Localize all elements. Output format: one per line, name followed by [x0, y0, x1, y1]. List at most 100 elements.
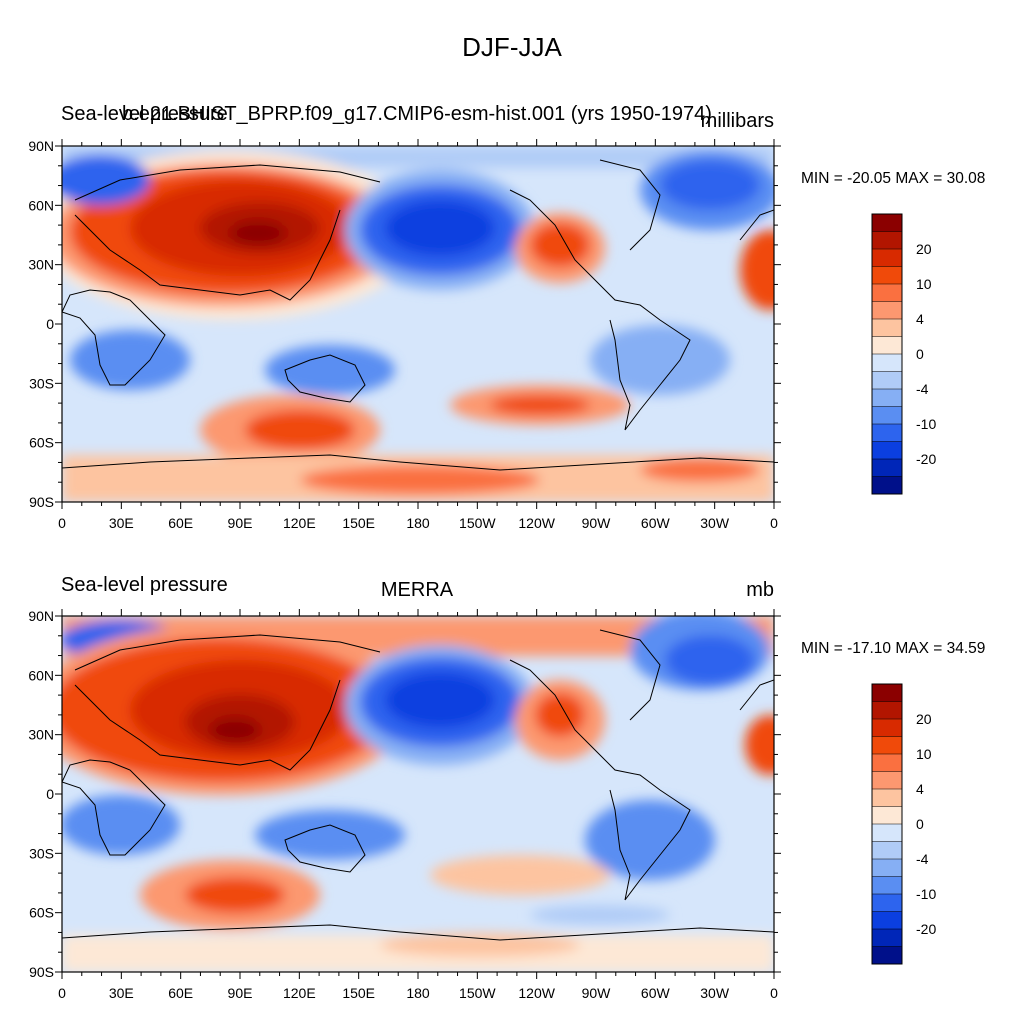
lon-tick-label-p1: 0: [770, 515, 778, 531]
lon-tick-label-p1: 150W: [459, 515, 496, 531]
panel1-tick-marks: 0 30E 60E 90E 120E 150E 180 150W 120W 90W 60W 30W 09…: [28, 138, 781, 531]
lat-tick-label-p2: 60N: [28, 667, 54, 683]
lon-tick-label-p2: 0: [58, 985, 66, 1001]
lat-tick-label-p1: 0: [46, 316, 54, 332]
lon-tick-label-p2: 90E: [228, 985, 253, 1001]
colorbar-label-p2: 4: [916, 781, 924, 797]
colorbar-swatch-p1: [872, 284, 902, 302]
colorbar-swatch-p1: [872, 371, 902, 390]
colorbar-swatch-p1: [872, 336, 902, 355]
colorbar-swatch-p1: [872, 214, 902, 232]
colorbar-swatch-p2: [872, 684, 902, 702]
colorbar-label-p2: 0: [916, 816, 924, 832]
colorbar-swatch-p2: [872, 806, 902, 825]
colorbar-label-p1: 4: [916, 311, 924, 327]
colorbar-label-p2: -4: [916, 851, 929, 867]
colorbar-label-p1: -20: [916, 451, 936, 467]
lat-tick-label-p1: 60S: [29, 435, 54, 451]
colorbar-label-p2: -20: [916, 921, 936, 937]
lon-tick-label-p1: 30W: [700, 515, 730, 531]
lon-tick-label-p2: 30E: [109, 985, 134, 1001]
panel1-units: millibars: [700, 110, 774, 132]
lon-tick-label-p1: 60W: [641, 515, 671, 531]
panel2-center-title: MERRA: [380, 579, 454, 601]
lon-tick-label-p1: 30E: [109, 515, 134, 531]
lon-tick-label-p2: 60W: [641, 985, 671, 1001]
panel2-tick-marks: 0 30E 60E 90E 120E 150E 180 150W 120W 90W 60W 30W 0 9…: [28, 608, 781, 1001]
lon-tick-label-p2: 180: [406, 985, 430, 1001]
lon-tick-label-p1: 90W: [582, 515, 612, 531]
colorbar-swatch-p1: [872, 231, 902, 250]
lat-tick-label-p2: 0: [46, 786, 54, 802]
panel1-contour-field: [62, 146, 774, 502]
colorbar-swatch-p2: [872, 771, 902, 790]
colorbar-swatch-p1: [872, 301, 902, 320]
figure-title: DJF-JJA: [462, 32, 562, 62]
panel1-left-title: Sea-level pressure: [61, 103, 228, 125]
colorbar-label-p1: -10: [916, 416, 936, 432]
lat-tick-label-p1: 60N: [28, 197, 54, 213]
colorbar-swatch-p2: [872, 894, 902, 912]
colorbar-swatch-p1: [872, 266, 902, 285]
colorbar-swatch-p2: [872, 824, 902, 842]
lon-tick-label-p2: 150W: [459, 985, 496, 1001]
panel2-colorbar: 20 10 4 0 -4 -10 -20: [871, 683, 936, 965]
colorbar-swatch-p2: [872, 929, 902, 947]
colorbar-swatch-p2: [872, 701, 902, 720]
lon-tick-label-p2: 60E: [168, 985, 193, 1001]
colorbar-swatch-p1: [872, 249, 902, 267]
panel2-units: mb: [746, 579, 774, 601]
colorbar-label-p1: 20: [916, 241, 932, 257]
lon-tick-label-p1: 150E: [342, 515, 375, 531]
colorbar-swatch-p1: [872, 476, 902, 495]
panel2-left-title: Sea-level pressure: [61, 574, 228, 596]
colorbar-swatch-p2: [872, 719, 902, 737]
colorbar-label-p2: 20: [916, 711, 932, 727]
panel1-min-max: MIN = -20.05 MAX = 30.08: [801, 170, 986, 187]
colorbar-swatch-p1: [872, 459, 902, 477]
lat-tick-label-p1: 90S: [29, 494, 54, 510]
colorbar-swatch-p2: [872, 911, 902, 930]
colorbar-label-p1: -4: [916, 381, 929, 397]
panel1-colorbar: 20 10 4 0 -4 -10 -20: [871, 213, 936, 495]
lat-tick-label-p2: 90N: [28, 608, 54, 624]
colorbar-swatch-p2: [872, 789, 902, 807]
lon-tick-label-p1: 90E: [228, 515, 253, 531]
colorbar-swatch-p2: [872, 754, 902, 772]
colorbar-swatch-p1: [872, 406, 902, 425]
colorbar-label-p2: 10: [916, 746, 932, 762]
colorbar-swatch-p2: [872, 946, 902, 965]
panel1-map: 0 30E 60E 90E 120E 150E 180 150W 120W 90W 60W 30W 09…: [28, 138, 781, 531]
lon-tick-label-p2: 90W: [582, 985, 612, 1001]
colorbar-swatch-p2: [872, 876, 902, 895]
panel2-contour-field: [62, 616, 774, 972]
lon-tick-label-p1: 60E: [168, 515, 193, 531]
colorbar-swatch-p1: [872, 424, 902, 442]
lon-tick-label-p2: 0: [770, 985, 778, 1001]
lon-tick-label-p2: 120W: [518, 985, 555, 1001]
lat-tick-label-p1: 30S: [29, 375, 54, 391]
colorbar-label-p1: 10: [916, 276, 932, 292]
panel1-coastlines: [62, 159, 774, 471]
lat-tick-label-p1: 30N: [28, 257, 54, 273]
lat-tick-label-p2: 60S: [29, 905, 54, 921]
lat-tick-label-p2: 30N: [28, 727, 54, 743]
colorbar-swatch-p1: [872, 319, 902, 337]
panel1-center-title: b.e21.BHIST_BPRP.f09_g17.CMIP6-esm-hist.…: [122, 103, 712, 125]
colorbar-swatch-p1: [872, 389, 902, 407]
lon-tick-label-p2: 30W: [700, 985, 730, 1001]
lat-tick-label-p1: 90N: [28, 138, 54, 154]
panel2-coastlines: [62, 629, 774, 941]
colorbar-label-p1: 0: [916, 346, 924, 362]
panel2-min-max: MIN = -17.10 MAX = 34.59: [801, 640, 986, 657]
lon-tick-label-p2: 120E: [283, 985, 316, 1001]
lon-tick-label-p1: 180: [406, 515, 430, 531]
panel2-map: 0 30E 60E 90E 120E 150E 180 150W 120W 90W 60W 30W 0 9…: [28, 608, 781, 1001]
colorbar-swatch-p1: [872, 354, 902, 372]
lon-tick-label-p1: 0: [58, 515, 66, 531]
colorbar-swatch-p1: [872, 441, 902, 460]
colorbar-swatch-p2: [872, 841, 902, 860]
lon-tick-label-p2: 150E: [342, 985, 375, 1001]
lon-tick-label-p1: 120W: [518, 515, 555, 531]
